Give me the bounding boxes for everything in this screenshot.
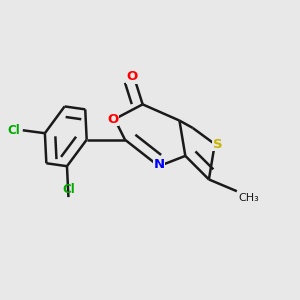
Text: Cl: Cl xyxy=(7,124,20,137)
Text: S: S xyxy=(213,138,223,151)
Text: O: O xyxy=(108,112,119,126)
Text: CH₃: CH₃ xyxy=(238,193,259,203)
Text: N: N xyxy=(153,158,164,171)
Text: O: O xyxy=(127,70,138,83)
Text: Cl: Cl xyxy=(62,183,75,196)
